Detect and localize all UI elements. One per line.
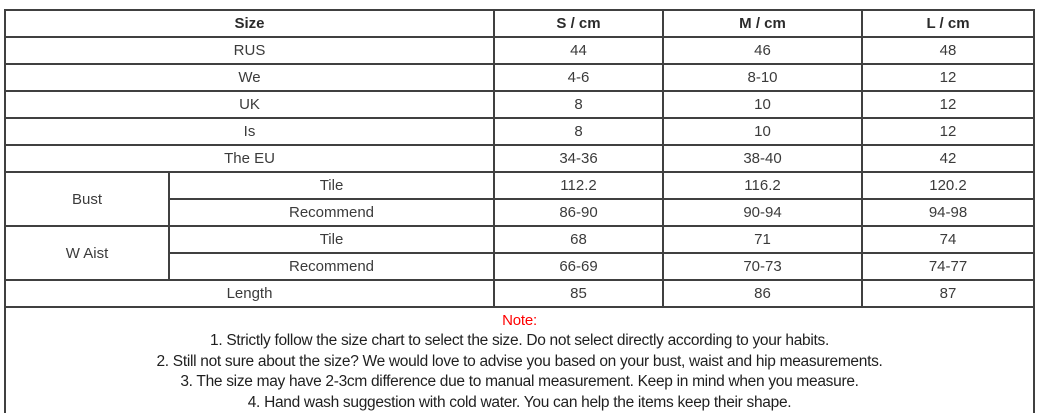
subrow-label: Tile [167, 225, 496, 254]
subrow-label: Recommend [167, 198, 496, 227]
note-line-2: 2. Still not sure about the size? We wou… [156, 352, 883, 370]
value-cell: 90-94 [662, 198, 864, 227]
group-label-bust: Bust [4, 171, 170, 227]
note-line-4: 4. Hand wash suggestion with cold water.… [247, 393, 792, 411]
table-row-bust-recommend: Recommend 86-90 90-94 94-98 [5, 198, 1036, 227]
note-line-1: 1. Strictly follow the size chart to sel… [210, 332, 829, 349]
value-cell: 85 [493, 279, 665, 308]
table-row-waist-recommend: Recommend 66-69 70-73 74-77 [5, 252, 1036, 281]
column-header-l: L / cm [861, 9, 1036, 38]
value-cell: 120.2 [861, 171, 1036, 200]
subrow-label: Recommend [167, 252, 496, 281]
value-cell: 71 [662, 225, 864, 254]
table-row-bust-tile: Bust Tile 112.2 116.2 120.2 [4, 171, 1036, 227]
table-row-we: We 4-6 8-10 12 [3, 63, 1036, 92]
row-label: We [3, 63, 496, 92]
table-row-is: Is 8 10 12 [3, 117, 1036, 146]
value-cell: 10 [662, 117, 864, 146]
header-row: Size S / cm M / cm L / cm [3, 9, 1036, 38]
value-cell: 94-98 [861, 198, 1036, 227]
column-header-m: M / cm [662, 9, 864, 38]
table-row-rus: RUS 44 46 48 [3, 36, 1036, 65]
value-cell: 68 [493, 225, 665, 254]
value-cell: 74-77 [861, 252, 1036, 281]
value-cell: 12 [861, 117, 1036, 146]
row-label: Is [3, 117, 496, 146]
value-cell: 70-73 [662, 252, 864, 281]
value-cell: 86-90 [493, 198, 665, 227]
note-row: Note: 1. Strictly follow the size chart … [3, 306, 1036, 413]
value-cell: 42 [861, 144, 1036, 173]
row-label: UK [3, 90, 496, 119]
value-cell: 8-10 [662, 63, 864, 92]
subrow-label: Tile [167, 171, 496, 200]
value-cell: 87 [861, 279, 1036, 308]
row-label: RUS [3, 36, 496, 65]
value-cell: 66-69 [493, 252, 665, 281]
group-label-waist: W Aist [4, 225, 170, 281]
value-cell: 46 [662, 36, 864, 65]
value-cell: 12 [861, 63, 1036, 92]
table-row-uk: UK 8 10 12 [3, 90, 1036, 119]
note-line-3: 3. The size may have 2-3cm difference du… [180, 373, 859, 390]
size-chart-table: Size S / cm M / cm L / cm RUS 44 46 48 W… [3, 9, 1036, 413]
table-row-the-eu: The EU 34-36 38-40 42 [3, 144, 1036, 173]
value-cell: 44 [493, 36, 665, 65]
row-label: The EU [3, 144, 496, 173]
value-cell: 8 [493, 90, 665, 119]
value-cell: 38-40 [662, 144, 864, 173]
note-cell: Note: 1. Strictly follow the size chart … [3, 306, 1036, 413]
value-cell: 12 [861, 90, 1036, 119]
value-cell: 10 [662, 90, 864, 119]
column-header-s: S / cm [493, 9, 665, 38]
value-cell: 8 [493, 117, 665, 146]
size-header-cell: Size [3, 9, 496, 38]
value-cell: 86 [662, 279, 864, 308]
value-cell: 48 [861, 36, 1036, 65]
value-cell: 34-36 [493, 144, 665, 173]
value-cell: 74 [861, 225, 1036, 254]
table-row-waist-tile: W Aist Tile 68 71 74 [4, 225, 1036, 281]
table-row-length: Length 85 86 87 [3, 279, 1036, 308]
value-cell: 4-6 [493, 63, 665, 92]
value-cell: 112.2 [493, 171, 665, 200]
value-cell: 116.2 [662, 171, 864, 200]
note-title: Note: [502, 312, 537, 329]
row-label: Length [3, 279, 496, 308]
